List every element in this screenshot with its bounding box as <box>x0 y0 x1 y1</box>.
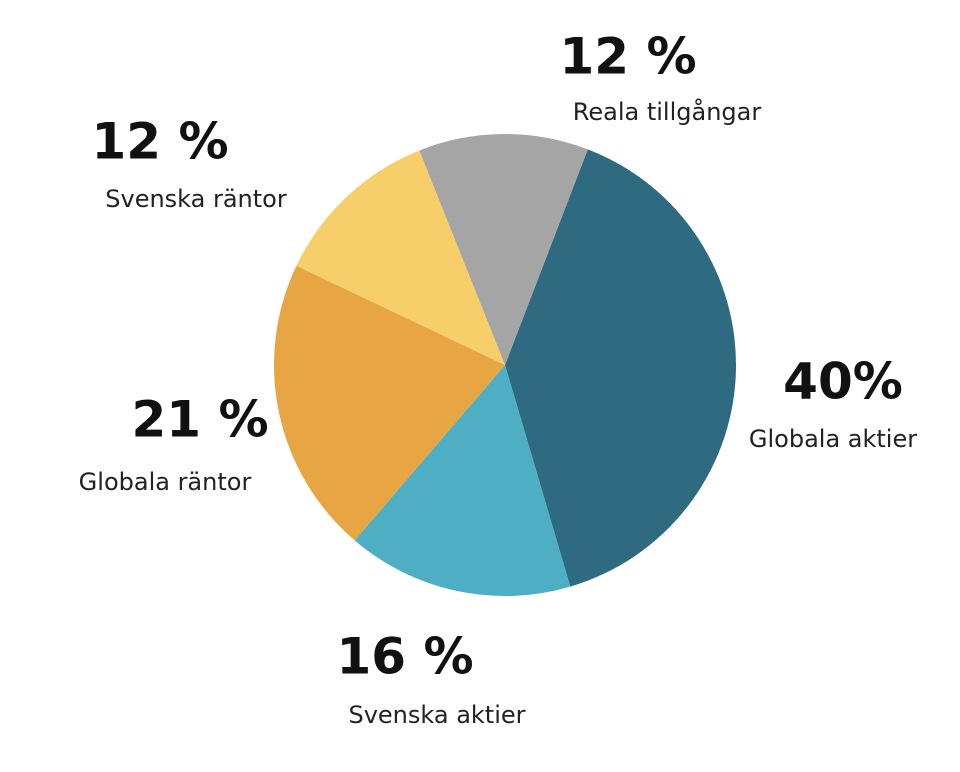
value-label: 40% <box>783 353 903 411</box>
pie-slice <box>354 365 571 596</box>
category-label: Reala tillgångar <box>573 97 762 126</box>
value-label: 12 % <box>91 113 228 171</box>
pie-slice <box>419 134 588 365</box>
pie-slice <box>273 265 505 541</box>
value-label: 12 % <box>559 28 696 86</box>
pie-slice <box>296 150 505 365</box>
category-label: Svenska aktier <box>348 701 525 729</box>
value-label: 16 % <box>336 628 473 686</box>
category-label: Svenska räntor <box>105 185 287 213</box>
pie-slice <box>505 149 736 587</box>
value-label: 21 % <box>131 391 268 449</box>
category-label: Globala räntor <box>79 468 252 496</box>
category-label: Globala aktier <box>749 425 917 453</box>
